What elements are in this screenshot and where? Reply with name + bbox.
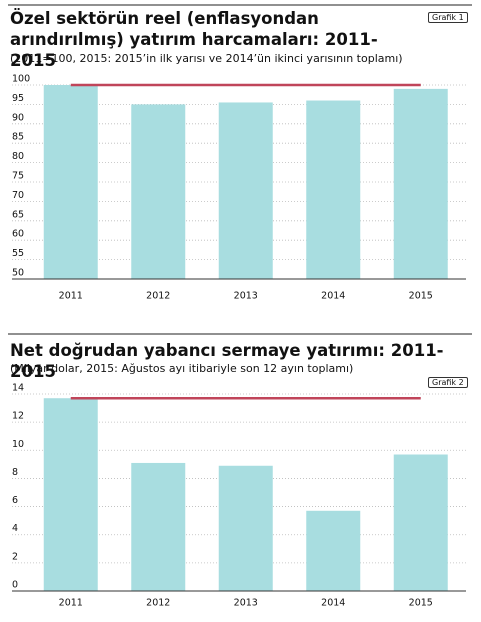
- x-tick-label: 2013: [234, 598, 258, 609]
- y-tick-label: 10: [12, 439, 24, 450]
- y-tick-label: 0: [12, 580, 18, 591]
- bar: [218, 465, 273, 591]
- bar: [131, 462, 186, 591]
- y-tick-label: 65: [12, 209, 24, 220]
- y-tick-label: 85: [12, 132, 24, 143]
- bar: [393, 454, 448, 591]
- x-tick-label: 2013: [234, 291, 258, 302]
- y-tick-label: 55: [12, 248, 24, 259]
- bar: [218, 102, 273, 280]
- bar: [43, 85, 98, 279]
- x-tick-label: 2014: [321, 598, 345, 609]
- y-tick-label: 6: [12, 495, 18, 506]
- x-tick-label: 2011: [59, 598, 83, 609]
- y-tick-label: 80: [12, 151, 24, 162]
- chart-subtitle: (2011=100, 2015: 2015’in ilk yarısı ve 2…: [10, 52, 403, 65]
- y-tick-label: 4: [12, 523, 18, 534]
- bar: [43, 398, 98, 591]
- y-tick-label: 2: [12, 551, 18, 562]
- y-tick-label: 95: [12, 93, 24, 104]
- x-tick-label: 2012: [146, 598, 170, 609]
- y-tick-label: 75: [12, 171, 24, 182]
- x-tick-label: 2012: [146, 291, 170, 302]
- y-tick-label: 12: [12, 411, 24, 422]
- x-tick-label: 2011: [59, 291, 83, 302]
- bar: [393, 88, 448, 279]
- badge: Grafik 1: [428, 12, 468, 23]
- bar: [131, 104, 186, 280]
- y-tick-label: 8: [12, 467, 18, 478]
- x-tick-label: 2014: [321, 291, 345, 302]
- y-tick-label: 70: [12, 190, 24, 201]
- y-tick-label: 100: [12, 74, 30, 85]
- chart-subtitle: (Milyar dolar, 2015: Ağustos ayı itibari…: [10, 362, 354, 375]
- badge: Grafik 2: [428, 377, 468, 388]
- y-tick-label: 14: [12, 383, 24, 394]
- bar: [306, 100, 361, 280]
- chart-title: Özel sektörün reel (enflasyondan arındır…: [10, 9, 378, 70]
- y-tick-label: 50: [12, 268, 24, 279]
- x-tick-label: 2015: [409, 291, 433, 302]
- y-tick-label: 90: [12, 112, 24, 123]
- chart-title: Net doğrudan yabancı sermaye yatırımı: 2…: [10, 341, 444, 381]
- y-tick-label: 60: [12, 229, 24, 240]
- bar: [306, 510, 361, 591]
- x-tick-label: 2015: [409, 598, 433, 609]
